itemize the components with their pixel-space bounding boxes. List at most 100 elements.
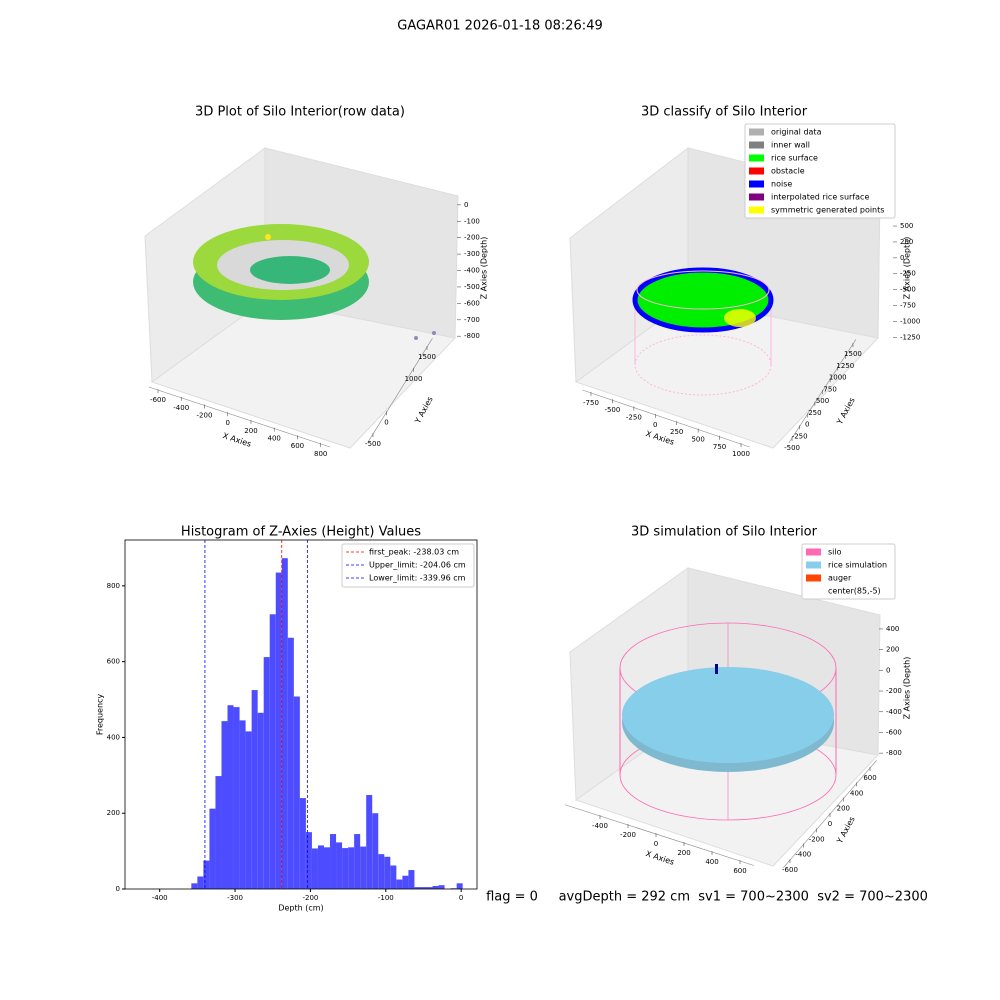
legend-label: Upper_limit: -204.06 cm [369,561,466,570]
y-axis-label: Frequency [96,694,105,736]
bar [311,848,318,889]
bar [215,776,222,889]
y-tick-label: 500 [816,397,829,405]
y-tick-label: 1500 [844,350,862,358]
x-tick-label: 0 [225,419,229,427]
y-tick-label: 0 [805,421,809,429]
chart-title: 3D Plot of Silo Interior(row data) [195,105,405,120]
legend-swatch [806,574,821,582]
y-tick-label: 1250 [836,362,854,370]
z-axis-label: Z Axies (Depth) [480,237,489,300]
bar [396,879,403,889]
bar [426,887,433,889]
bar [372,813,379,889]
legend-label: silo [828,548,842,557]
bar [360,846,367,889]
x-tick-label: -750 [583,399,599,407]
x-tick-label: -300 [227,894,243,902]
bar [348,847,355,889]
bar [251,690,258,889]
x-tick-label: -100 [378,894,394,902]
z-tick-label: -800 [464,332,480,340]
x-tick-label: -250 [626,414,642,422]
bar [336,842,343,889]
z-axis-label: Z Axies (Depth) [903,237,912,300]
z-tick-label: -500 [464,283,480,291]
x-tick-label: 200 [677,849,690,857]
legend-label: rice surface [771,154,818,163]
bar [275,572,282,889]
y-tick-label: -500 [365,440,381,448]
z-tick-label: -400 [886,708,902,716]
x-tick-label: 0 [653,421,657,429]
panes [569,567,881,867]
y-tick-label: -600 [782,866,798,874]
bar [384,856,391,889]
legend [341,543,475,588]
bar [257,712,264,889]
y-tick-label: 750 [823,385,836,393]
bar [245,731,252,889]
bar [299,798,306,889]
y-tick-label: 200 [107,809,120,817]
y-tick-label: 0 [828,820,832,828]
legend-label: noise [771,180,792,189]
x-tick-label: 800 [314,450,327,458]
z-tick-label: -1000 [900,317,920,325]
x-tick-label: 250 [670,428,683,436]
z-tick-label: 0 [886,666,890,674]
bar [197,876,204,889]
z-tick-label: -400 [464,267,480,275]
legend-label: symmetric generated points [771,206,884,215]
z-tick-label: -700 [464,316,480,324]
bar [209,808,216,889]
x-axis [148,386,331,448]
y-tick-label: -200 [809,835,825,843]
bar [414,887,421,889]
x-tick-label: 600 [733,867,746,875]
legend-swatch [806,587,821,595]
bar [287,637,294,889]
legend-label: auger [828,574,852,583]
legend-swatch [749,141,764,149]
bar [330,834,337,889]
legend-label: rice simulation [828,561,887,570]
z-tick-label: 0 [464,201,468,209]
bar [191,883,198,889]
z-tick-label: -1250 [900,333,920,341]
bar [269,614,276,889]
x-tick-label: 0 [459,894,463,902]
y-tick-label: 1500 [418,353,436,361]
y-tick-label: 1000 [829,374,847,382]
z-tick-label: 400 [886,625,899,633]
y-axis-label: Y Axies [413,395,435,426]
z-tick-label: -600 [464,299,480,307]
bar [317,845,324,889]
chart-title: 3D classify of Silo Interior [641,105,808,120]
bar [263,657,270,889]
x-tick-label: 200 [244,427,257,435]
x-tick-label: 750 [713,443,726,451]
bar [378,854,385,889]
z-tick-label: -300 [464,250,480,258]
bar [203,860,210,889]
bar [402,875,409,889]
y-tick-label: 0 [384,418,388,426]
legend-label: center(85,-5) [828,587,881,596]
bar [432,885,439,889]
legend [801,543,896,600]
bar [323,847,331,889]
z-tick-label: -200 [886,687,902,695]
x-tick-label: 400 [268,435,281,443]
y-axis [367,338,433,443]
y-tick-label: 0 [116,885,120,893]
y-tick-label: -500 [784,444,800,452]
x-tick-label: -400 [173,404,189,412]
legend-swatch [749,180,764,188]
y-axis-label: Y Axies [835,815,857,846]
bar [221,721,228,889]
legend-label: Lower_limit: -339.96 cm [369,574,466,583]
x-tick-label: -200 [197,411,213,419]
x-axis [564,804,755,866]
z-tick-label: 200 [886,646,899,654]
